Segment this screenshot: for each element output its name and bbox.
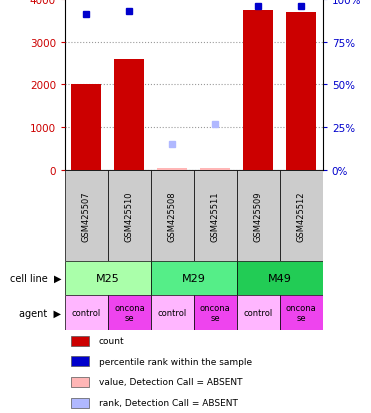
Bar: [65, 171, 108, 261]
Text: M25: M25: [96, 273, 120, 283]
Text: GSM425511: GSM425511: [211, 191, 220, 241]
Text: count: count: [99, 336, 124, 345]
Bar: [243, 11, 273, 171]
Bar: [237, 171, 280, 261]
Text: GSM425508: GSM425508: [168, 191, 177, 241]
Bar: [286, 13, 316, 171]
Text: rank, Detection Call = ABSENT: rank, Detection Call = ABSENT: [99, 398, 237, 407]
Bar: [71, 356, 89, 366]
Text: GSM425509: GSM425509: [254, 191, 263, 241]
Text: GSM425507: GSM425507: [82, 191, 91, 241]
Bar: [237, 261, 323, 295]
Bar: [71, 336, 89, 346]
Text: value, Detection Call = ABSENT: value, Detection Call = ABSENT: [99, 377, 242, 387]
Text: M49: M49: [268, 273, 292, 283]
Bar: [65, 295, 108, 330]
Bar: [280, 171, 323, 261]
Bar: [280, 295, 323, 330]
Text: oncona
se: oncona se: [114, 304, 145, 322]
Bar: [65, 261, 151, 295]
Text: percentile rank within the sample: percentile rank within the sample: [99, 357, 252, 366]
Text: agent  ▶: agent ▶: [19, 308, 61, 318]
Text: GSM425510: GSM425510: [125, 191, 134, 241]
Text: M29: M29: [182, 273, 206, 283]
Bar: [157, 169, 187, 171]
Text: oncona
se: oncona se: [286, 304, 317, 322]
Text: GSM425512: GSM425512: [297, 191, 306, 241]
Text: control: control: [72, 309, 101, 317]
Text: oncona
se: oncona se: [200, 304, 231, 322]
Bar: [200, 169, 230, 171]
Bar: [151, 171, 194, 261]
Bar: [237, 295, 280, 330]
Bar: [71, 85, 101, 171]
Bar: [194, 295, 237, 330]
Bar: [114, 60, 144, 171]
Bar: [151, 295, 194, 330]
Bar: [71, 398, 89, 408]
Bar: [108, 171, 151, 261]
Bar: [108, 295, 151, 330]
Bar: [71, 377, 89, 387]
Text: control: control: [158, 309, 187, 317]
Text: control: control: [244, 309, 273, 317]
Text: cell line  ▶: cell line ▶: [10, 273, 61, 283]
Bar: [151, 261, 237, 295]
Bar: [194, 171, 237, 261]
